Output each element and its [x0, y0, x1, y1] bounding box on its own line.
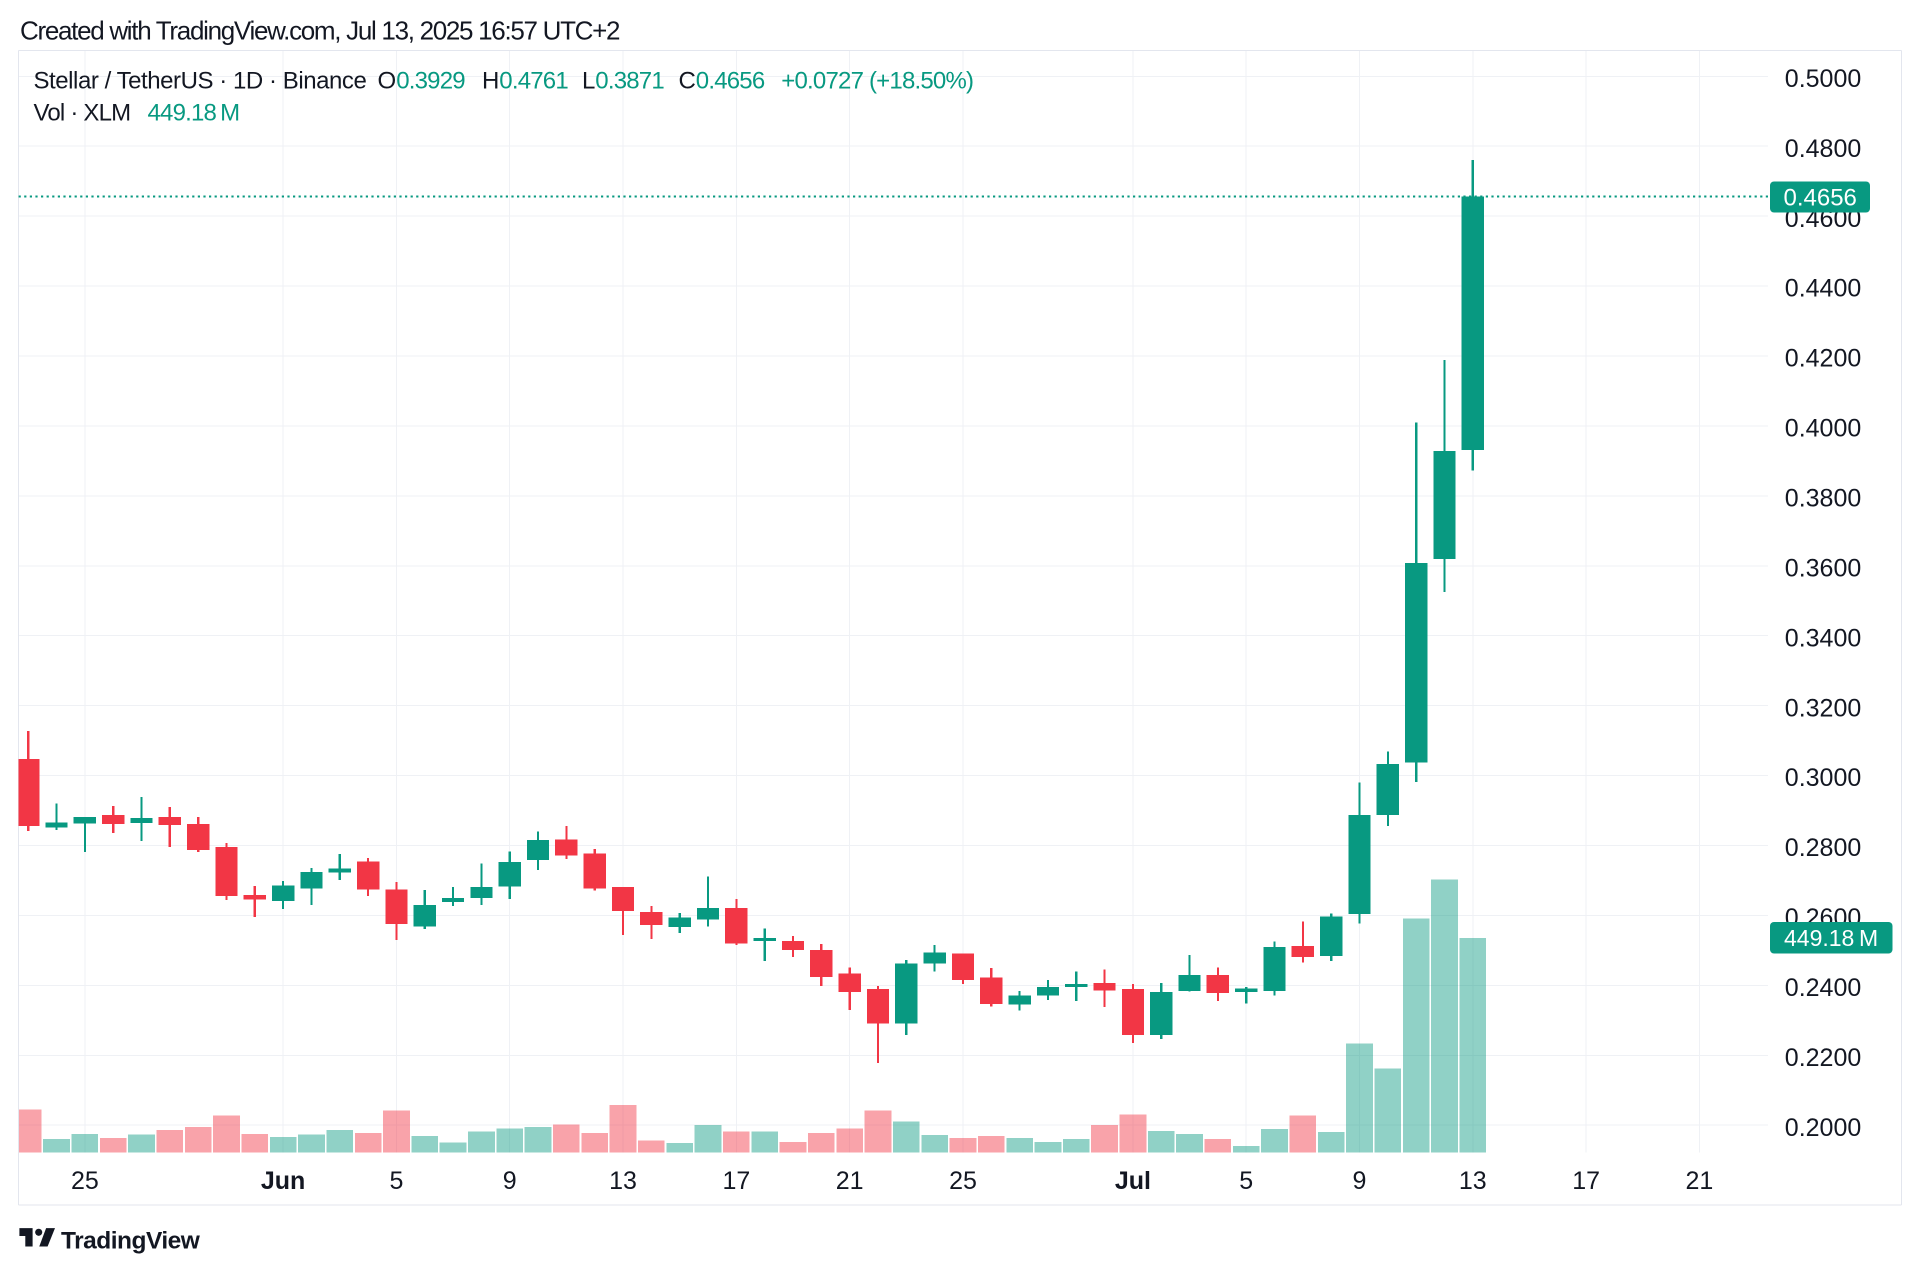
- svg-text:Jun: Jun: [261, 1167, 305, 1195]
- svg-text:TradingView: TradingView: [61, 1227, 201, 1254]
- svg-text:9: 9: [503, 1167, 517, 1195]
- svg-text:0.4200: 0.4200: [1785, 345, 1861, 373]
- svg-text:25: 25: [71, 1167, 99, 1195]
- svg-text:Stellar / TetherUS · 1D · Bina: Stellar / TetherUS · 1D · Binance: [34, 68, 367, 95]
- svg-text:9: 9: [1353, 1167, 1367, 1195]
- svg-text:5: 5: [389, 1167, 403, 1195]
- svg-text:21: 21: [836, 1167, 864, 1195]
- svg-text:Jul: Jul: [1115, 1167, 1151, 1195]
- svg-text:21: 21: [1685, 1167, 1713, 1195]
- svg-text:0.2200: 0.2200: [1785, 1044, 1861, 1072]
- svg-text:0.3400: 0.3400: [1785, 624, 1861, 652]
- svg-text:17: 17: [1572, 1167, 1600, 1195]
- svg-text:0.3000: 0.3000: [1785, 764, 1861, 792]
- svg-text:0.2400: 0.2400: [1785, 974, 1861, 1002]
- svg-text:+0.0727 (+18.50%): +0.0727 (+18.50%): [781, 68, 973, 95]
- svg-text:0.2800: 0.2800: [1785, 834, 1861, 862]
- svg-text:17: 17: [722, 1167, 750, 1195]
- svg-text:0.3929: 0.3929: [396, 68, 465, 95]
- svg-text:0.3200: 0.3200: [1785, 694, 1861, 722]
- svg-text:0.4000: 0.4000: [1785, 415, 1861, 443]
- svg-text:0.3871: 0.3871: [595, 68, 664, 95]
- svg-text:0.5000: 0.5000: [1785, 65, 1861, 93]
- svg-text:L: L: [582, 68, 595, 95]
- svg-text:449.18 M: 449.18 M: [148, 100, 240, 127]
- svg-text:H: H: [482, 68, 499, 95]
- svg-text:0.4761: 0.4761: [499, 68, 568, 95]
- svg-text:C: C: [679, 68, 696, 95]
- svg-text:449.18 M: 449.18 M: [1784, 925, 1878, 951]
- svg-text:0.4400: 0.4400: [1785, 275, 1861, 303]
- svg-text:0.3600: 0.3600: [1785, 554, 1861, 582]
- svg-text:13: 13: [609, 1167, 637, 1195]
- svg-text:Created with TradingView.com,: Created with TradingView.com, Jul 13, 20…: [20, 15, 620, 45]
- svg-text:0.2000: 0.2000: [1785, 1114, 1861, 1142]
- svg-text:O: O: [378, 68, 396, 95]
- svg-text:0.4656: 0.4656: [696, 68, 765, 95]
- svg-text:13: 13: [1459, 1167, 1487, 1195]
- svg-text:25: 25: [949, 1167, 977, 1195]
- svg-text:0.4800: 0.4800: [1785, 135, 1861, 163]
- svg-text:Vol · XLM: Vol · XLM: [34, 100, 131, 127]
- svg-text:5: 5: [1239, 1167, 1253, 1195]
- svg-text:0.4656: 0.4656: [1784, 185, 1857, 212]
- svg-text:0.3800: 0.3800: [1785, 485, 1861, 513]
